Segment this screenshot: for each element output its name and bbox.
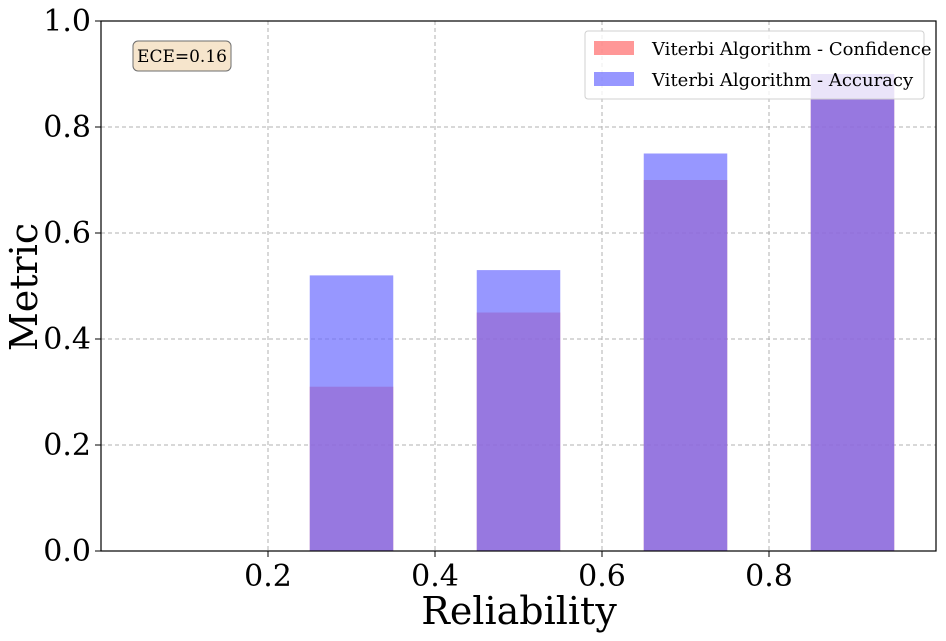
y-tick-label-2: 0.4	[43, 322, 91, 357]
ece-label: ECE=0.16	[137, 47, 227, 67]
y-tick-label-3: 0.6	[43, 216, 91, 251]
bars-group	[309, 74, 895, 551]
legend-frame	[584, 30, 925, 100]
y-tick-label-4: 0.8	[43, 110, 91, 145]
plot-frame	[100, 20, 937, 552]
bar-series-1-bin-1	[476, 270, 561, 551]
ticks-group: 0.2 0.4 0.6 0.8 0.0 0.2 0.4 0.6 0.8 1.0	[43, 4, 793, 594]
x-axis-label: Reliability	[421, 589, 617, 633]
legend-swatch-accuracy	[594, 72, 634, 86]
x-tick-label-1: 0.4	[411, 559, 459, 594]
legend-label-confidence: Viterbi Algorithm - Confidence	[651, 39, 932, 60]
bar-series-1-bin-2	[643, 153, 728, 551]
y-axis-label: Metric	[2, 223, 46, 351]
x-tick-label-2: 0.6	[578, 559, 626, 594]
y-tick-label-0: 0.0	[43, 534, 91, 569]
y-tick-label-5: 1.0	[43, 4, 91, 39]
x-tick-label-0: 0.2	[244, 559, 292, 594]
x-tick-label-3: 0.8	[745, 559, 793, 594]
y-tick-label-1: 0.2	[43, 428, 91, 463]
ece-annotation: ECE=0.16	[132, 40, 232, 72]
bar-series-1-bin-3	[810, 74, 895, 551]
legend: Viterbi Algorithm - Confidence Viterbi A…	[584, 30, 932, 100]
legend-swatch-confidence	[594, 41, 634, 55]
legend-label-accuracy: Viterbi Algorithm - Accuracy	[651, 70, 914, 91]
bar-series-1-bin-0	[309, 275, 394, 551]
ece-box	[132, 40, 232, 72]
